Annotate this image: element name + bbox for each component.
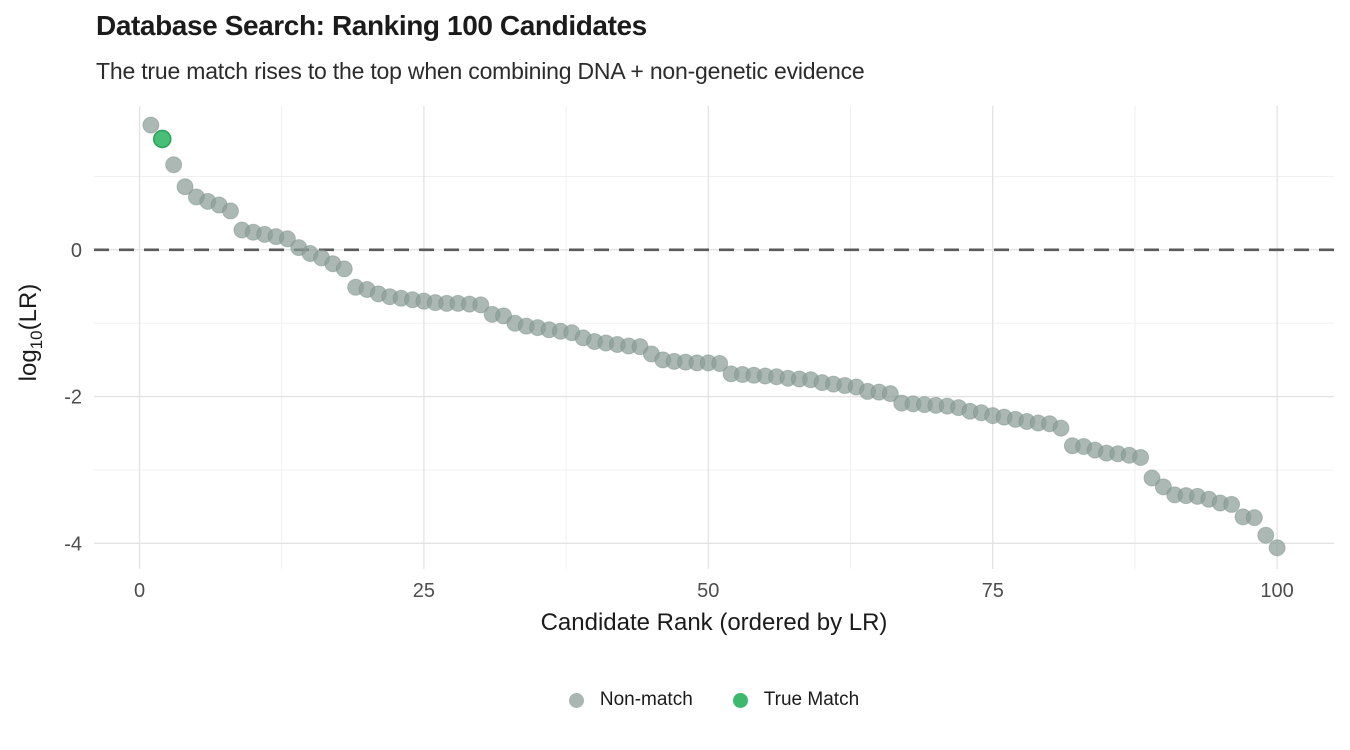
non-match-point [335, 260, 353, 278]
x-tick-label: 75 [982, 580, 1004, 602]
non-match-point [278, 230, 296, 248]
true-match-point [153, 129, 172, 149]
legend-label-true-match: True Match [763, 689, 860, 710]
x-tick-label: 100 [1260, 580, 1293, 602]
non-match-dot-icon [568, 692, 584, 708]
true-match-dot-icon [732, 692, 748, 708]
non-match-point [1143, 469, 1161, 487]
y-tick-label: -2 [64, 387, 82, 409]
non-match-point [1245, 509, 1263, 527]
non-match-point [222, 202, 240, 220]
legend-label-non-match: Non-match [599, 689, 693, 710]
non-match-point [176, 178, 194, 196]
y-axis-title: log10(LR) [15, 284, 46, 382]
chart-subtitle: The true match rises to the top when com… [96, 58, 865, 84]
non-match-point [711, 355, 729, 373]
page-title: Database Search: Ranking 100 Candidates [96, 10, 647, 41]
non-match-point [472, 296, 490, 314]
x-axis-title: Candidate Rank (ordered by LR) [541, 609, 888, 636]
non-match-point [1268, 539, 1286, 557]
non-match-point [1257, 526, 1275, 544]
non-match-point [142, 116, 160, 134]
legend-item-true-match: True Match [732, 689, 860, 711]
y-tick-label: 0 [71, 240, 82, 262]
y-tick-label: -4 [64, 533, 82, 555]
non-match-point [165, 156, 183, 174]
non-match-point [495, 307, 513, 325]
non-match-point [1223, 495, 1241, 513]
non-match-point [1132, 448, 1150, 466]
non-match-point [881, 385, 899, 403]
non-match-point [1052, 419, 1070, 437]
legend-item-non-match: Non-match [568, 689, 693, 711]
x-tick-label: 50 [697, 580, 719, 602]
x-tick-label: 0 [134, 580, 145, 602]
x-tick-label: 25 [413, 580, 435, 602]
non-match-point [1154, 478, 1172, 496]
non-match-point [631, 338, 649, 356]
legend: Non-match True Match [94, 689, 1334, 711]
